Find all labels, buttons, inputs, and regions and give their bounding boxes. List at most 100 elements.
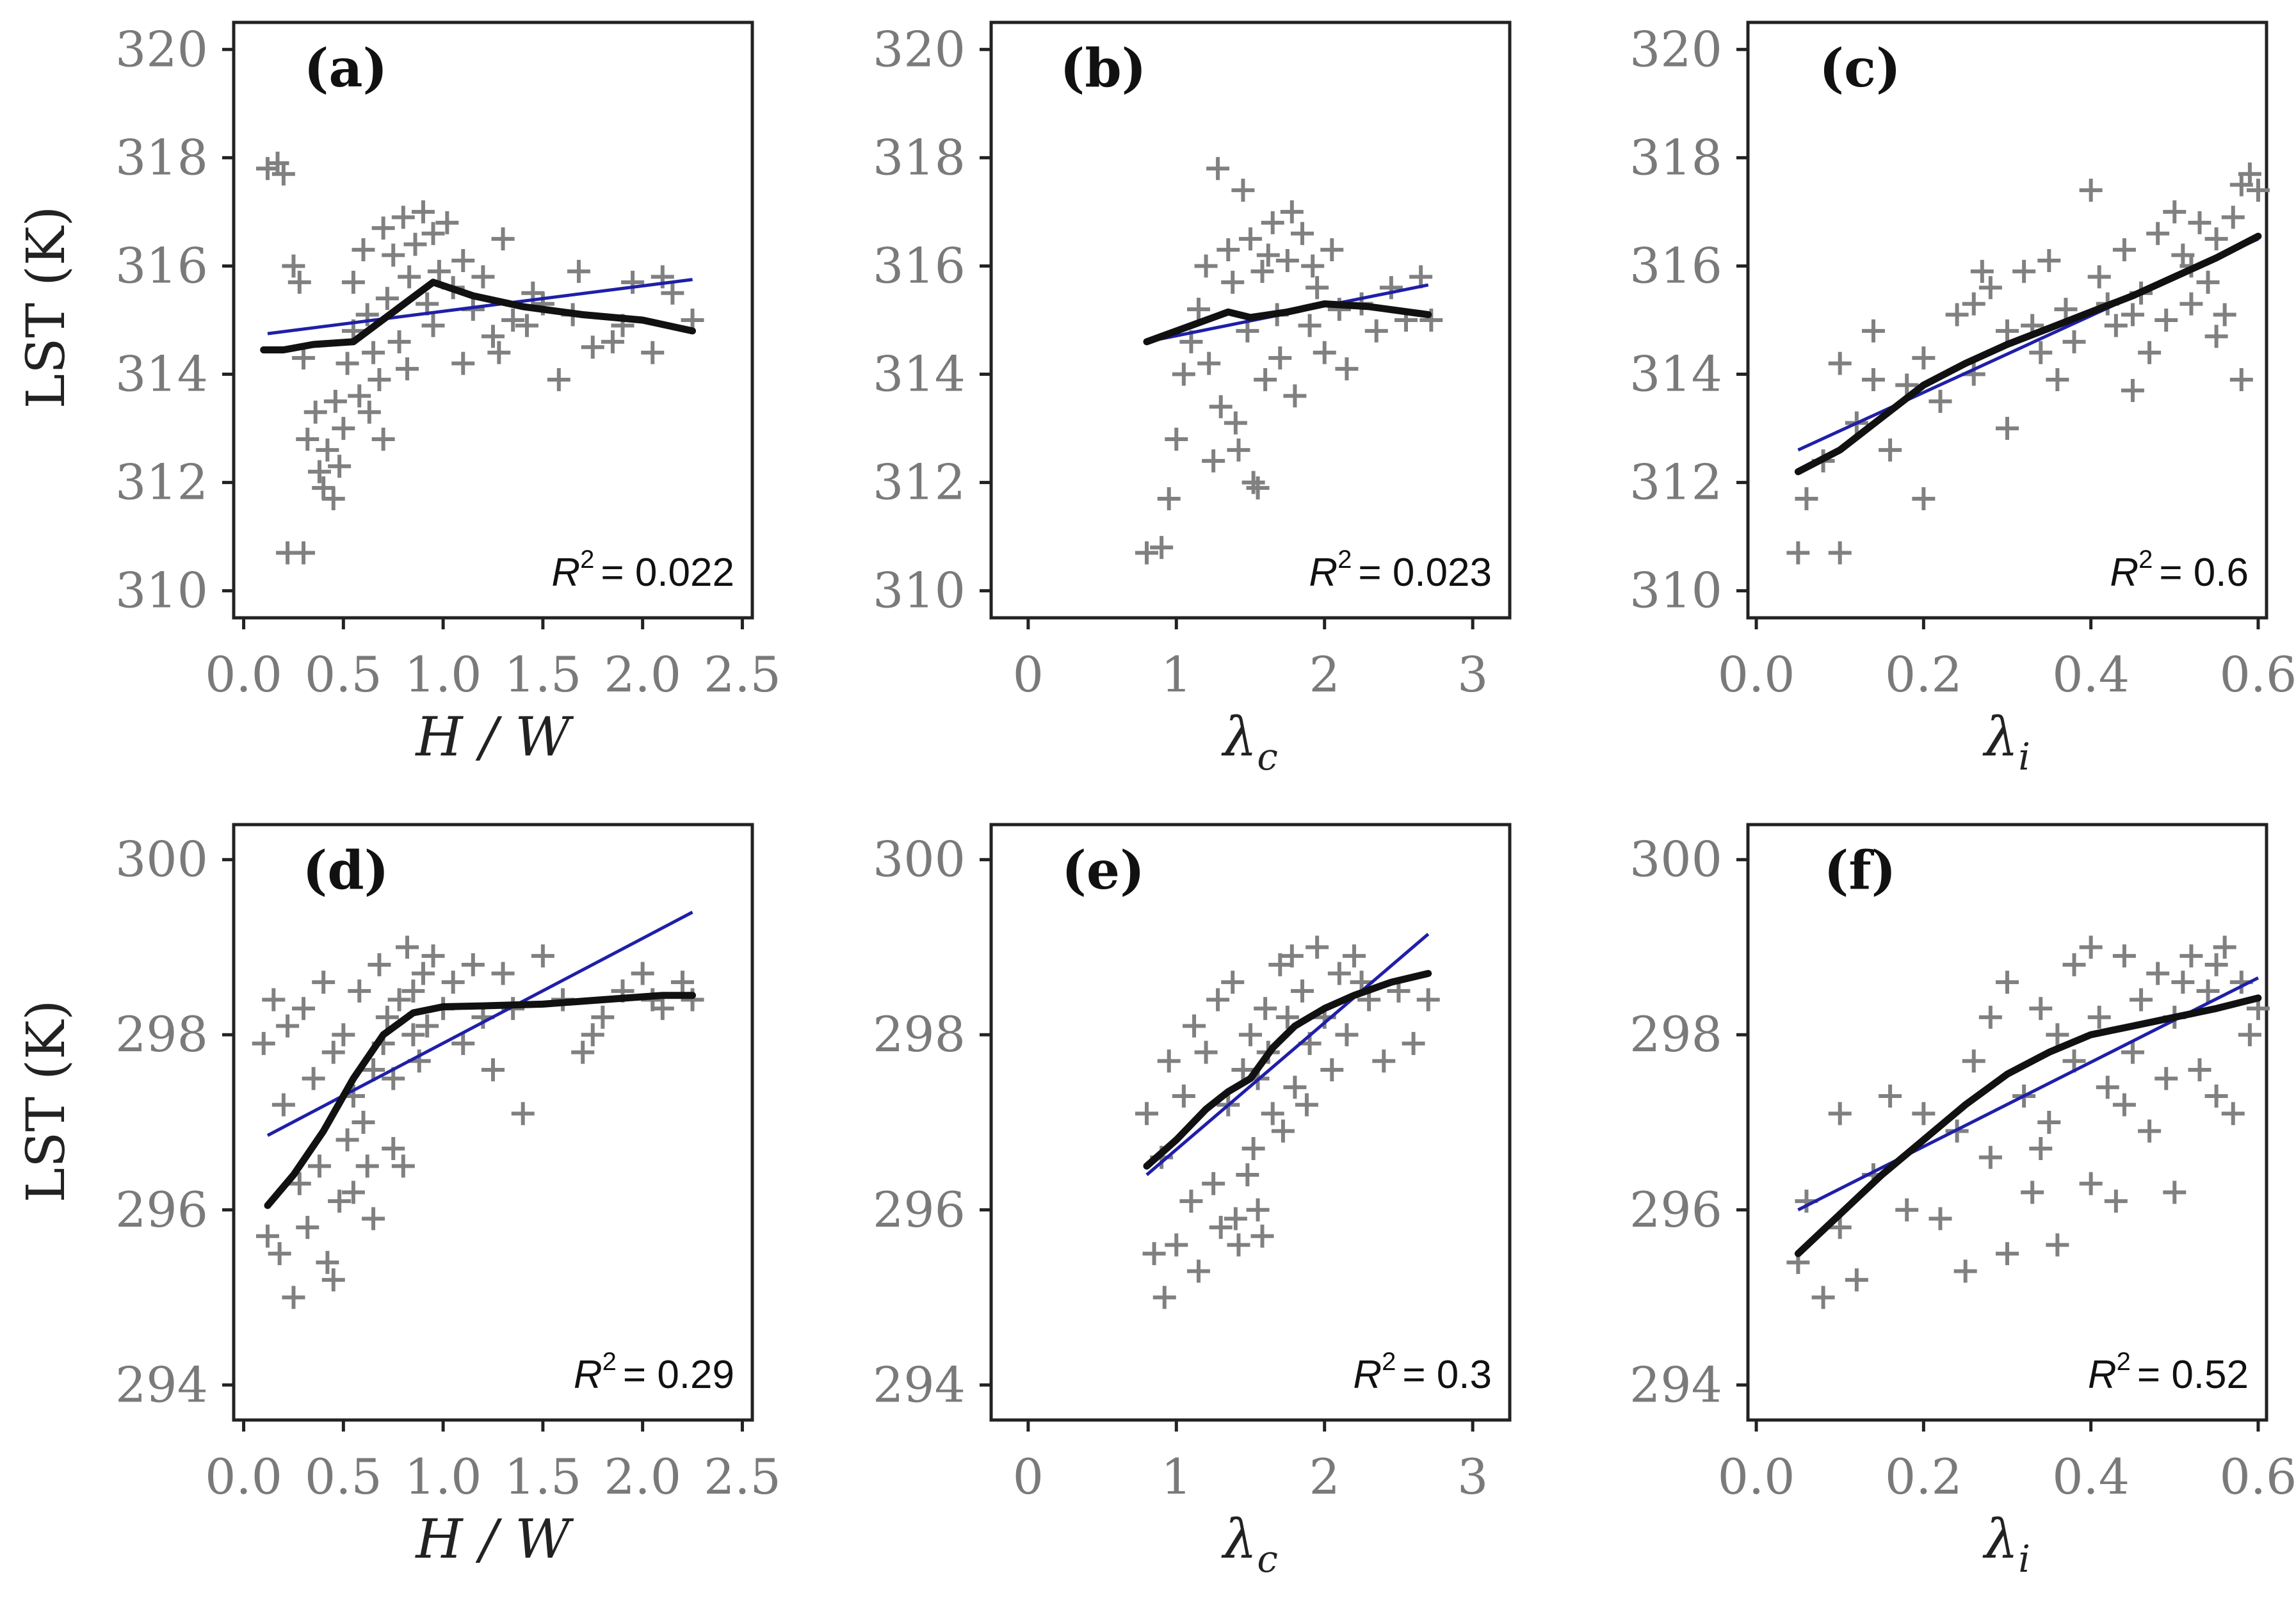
- scatter-point-e: [1221, 971, 1245, 994]
- scatter-point-a: [282, 254, 305, 278]
- r-squared-label-a: R2 = 0.022: [551, 545, 734, 595]
- scatter-point-d: [362, 1207, 385, 1231]
- y-tick-label-a: 316: [115, 237, 208, 294]
- x-tick-label-c: 0.6: [2219, 646, 2296, 703]
- panel-e: 294 296 298 300 0 1 2 3 λc (e) R2 = 0.3: [873, 823, 1512, 1581]
- scatter-point-b: [1209, 395, 1233, 419]
- scatter-point-d: [451, 1031, 475, 1055]
- scatter-point-d: [421, 944, 445, 968]
- scatter-point-b: [1165, 428, 1188, 451]
- scatter-point-d: [321, 1268, 345, 1292]
- x-tick-label-f: 0.0: [1718, 1448, 1795, 1505]
- scatter-point-f: [1996, 1242, 2019, 1266]
- x-tick-label-c: 0.2: [1885, 646, 1962, 703]
- scatter-point-f: [2130, 988, 2153, 1012]
- y-tick-label-c: 312: [1629, 454, 1722, 511]
- x-tick-label-a: 0.5: [305, 646, 382, 703]
- scatter-point-f: [2221, 1102, 2245, 1126]
- smooth-curve-d: [264, 992, 696, 1209]
- panel-label-b: (b): [1060, 38, 1147, 99]
- x-tick-label-d: 0.0: [205, 1448, 282, 1505]
- scatter-point-c: [2079, 179, 2103, 202]
- scatter-point-a: [255, 157, 279, 181]
- scatter-point-c: [1828, 351, 1852, 375]
- scatter-point-c: [2246, 179, 2270, 202]
- scatter-point-b: [1268, 346, 1292, 370]
- scatter-point-f: [2046, 1233, 2069, 1257]
- x-axis-label-a: H / W: [414, 706, 574, 768]
- y-tick-label-d: 300: [115, 831, 208, 888]
- scatter-point-c: [1962, 292, 1985, 316]
- scatter-point-a: [661, 281, 684, 305]
- scatter-point-a: [403, 232, 427, 256]
- scatter-point-a: [641, 341, 665, 364]
- scatter-point-d: [631, 962, 654, 985]
- x-tick-label-d: 2.0: [604, 1448, 681, 1505]
- scatter-point-a: [271, 162, 295, 186]
- scatter-point-c: [2179, 292, 2203, 316]
- x-tick-label-e: 3: [1457, 1448, 1488, 1505]
- scatter-point-f: [2046, 1023, 2069, 1047]
- scatter-point-e: [1206, 988, 1230, 1012]
- scatter-point-e: [1142, 1242, 1166, 1266]
- scatter-point-d: [670, 971, 694, 994]
- scatter-point-e: [1239, 1023, 1262, 1047]
- panel-label-f: (f): [1824, 840, 1896, 901]
- scatter-point-b: [1194, 254, 1218, 278]
- scatter-point-c: [2121, 378, 2144, 402]
- scatter-point-a: [368, 368, 391, 391]
- scatter-point-a: [396, 357, 419, 381]
- scatter-point-c: [2204, 325, 2228, 348]
- x-tick-label-b: 2: [1309, 646, 1340, 703]
- y-tick-label-a: 320: [115, 20, 208, 77]
- x-axis-label-c: λi: [1982, 706, 2030, 779]
- x-tick-label-e: 2: [1309, 1448, 1340, 1505]
- scatter-point-b: [1291, 222, 1314, 245]
- scatter-point-b: [1275, 249, 1299, 272]
- scatter-point-f: [2188, 1058, 2211, 1081]
- scatter-point-f: [2062, 1049, 2086, 1073]
- x-tick-label-c: 0.4: [2052, 646, 2130, 703]
- scatter-point-c: [2046, 368, 2069, 391]
- scatter-point-e: [1187, 1259, 1210, 1283]
- scatter-point-b: [1231, 179, 1255, 202]
- scatter-point-e: [1320, 1058, 1344, 1081]
- y-tick-label-b: 310: [873, 562, 966, 619]
- scatter-point-b: [1236, 319, 1259, 343]
- scatter-point-e: [1202, 1172, 1225, 1195]
- scatter-point-a: [421, 222, 445, 245]
- scatter-point-a: [471, 265, 495, 289]
- scatter-point-c: [2138, 341, 2162, 364]
- y-tick-label-a: 312: [115, 454, 208, 511]
- smooth-curve-c: [1794, 232, 2262, 476]
- scatter-point-f: [2112, 1093, 2136, 1117]
- scatter-point-a: [601, 330, 624, 353]
- scatter-point-f: [1996, 971, 2019, 994]
- x-axis-label-f: λi: [1982, 1508, 2030, 1581]
- scatter-point-b: [1335, 357, 1359, 381]
- x-tick-label-d: 1.5: [504, 1448, 581, 1505]
- scatter-point-b: [1250, 259, 1274, 283]
- scatter-point-a: [362, 341, 385, 364]
- panel-d: 294 296 298 300 0.0 0.5 1.0 1.5 2.0 2.5 H / W (d) R2…: [115, 823, 781, 1570]
- panel-f: 294 296 298 300 0.0 0.2 0.4 0.6 λi (f) R2 = 0.52: [1629, 823, 2296, 1581]
- scatter-point-f: [2096, 1076, 2119, 1099]
- plot-frame-c: [1746, 20, 2268, 620]
- scatter-point-c: [2112, 238, 2136, 262]
- smooth-curve-f: [1794, 994, 2262, 1257]
- scatter-point-f: [1828, 1216, 1852, 1239]
- scatter-point-a: [451, 249, 475, 272]
- scatter-point-f: [1978, 1145, 2002, 1169]
- scatter-point-e: [1172, 1084, 1195, 1108]
- scatter-point-e: [1165, 1233, 1188, 1257]
- scatter-point-a: [371, 428, 395, 451]
- x-axis-label-d: H / W: [414, 1508, 574, 1570]
- scatter-point-e: [1280, 944, 1304, 968]
- scatter-point-d: [352, 1111, 375, 1134]
- scatter-point-f: [2104, 1190, 2128, 1213]
- scatter-point-a: [435, 211, 459, 234]
- scatter-point-f: [2155, 1067, 2178, 1090]
- scatter-point-e: [1236, 1163, 1259, 1187]
- y-tick-label-c: 320: [1629, 20, 1722, 77]
- scatter-point-e: [1416, 988, 1440, 1012]
